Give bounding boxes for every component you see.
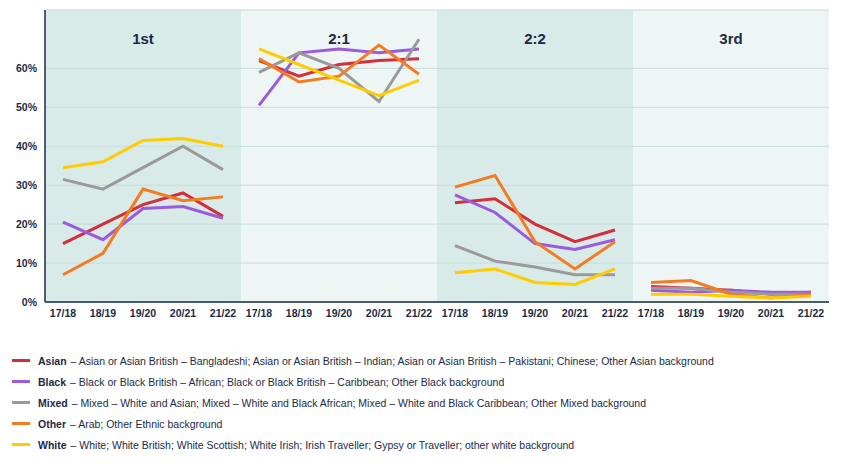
svg-text:17/18: 17/18 [638, 307, 664, 319]
svg-text:60%: 60% [16, 62, 38, 74]
html-text:Asian – Asian or Asian British: Asian – Asian or Asian British – Banglad… [38, 354, 714, 367]
svg-text:18/19: 18/19 [678, 307, 704, 319]
svg-text:18/19: 18/19 [482, 307, 508, 319]
svg-text:10%: 10% [16, 257, 38, 269]
svg-text:20/21: 20/21 [758, 307, 784, 319]
svg-text:20/21: 20/21 [562, 307, 588, 319]
svg-text:19/20: 19/20 [718, 307, 744, 319]
html-text:3rd: 3rd [719, 30, 743, 47]
svg-text:17/18: 17/18 [246, 307, 272, 319]
html-text:1st: 1st [132, 30, 154, 47]
svg-text:19/20: 19/20 [326, 307, 352, 319]
html-text:Other – Arab; Other Ethnic bac: Other – Arab; Other Ethnic background [38, 417, 223, 430]
svg-text:19/20: 19/20 [130, 307, 156, 319]
svg-text:0%: 0% [22, 296, 38, 308]
svg-text:21/22: 21/22 [798, 307, 824, 319]
svg-text:17/18: 17/18 [50, 307, 76, 319]
svg-text:40%: 40% [16, 140, 38, 152]
svg-text:19/20: 19/20 [522, 307, 548, 319]
svg-text:18/19: 18/19 [90, 307, 116, 319]
html-text:Black – Black or Black British: Black – Black or Black British – African… [38, 375, 505, 388]
svg-text:20/21: 20/21 [366, 307, 392, 319]
svg-text:50%: 50% [16, 101, 38, 113]
svg-text:30%: 30% [16, 179, 38, 191]
svg-text:17/18: 17/18 [442, 307, 468, 319]
html-text:2:2: 2:2 [524, 30, 546, 47]
html-text:2:1: 2:1 [328, 30, 350, 47]
svg-text:18/19: 18/19 [286, 307, 312, 319]
html-text:Mixed – Mixed – White and Asia: Mixed – Mixed – White and Asian; Mixed –… [38, 396, 647, 409]
html-text:White – White; White British;: White – White; White British; White Scot… [38, 438, 575, 451]
svg-text:21/22: 21/22 [602, 307, 628, 319]
svg-text:21/22: 21/22 [210, 307, 236, 319]
svg-text:21/22: 21/22 [406, 307, 432, 319]
svg-text:20/21: 20/21 [170, 307, 196, 319]
svg-text:20%: 20% [16, 218, 38, 230]
